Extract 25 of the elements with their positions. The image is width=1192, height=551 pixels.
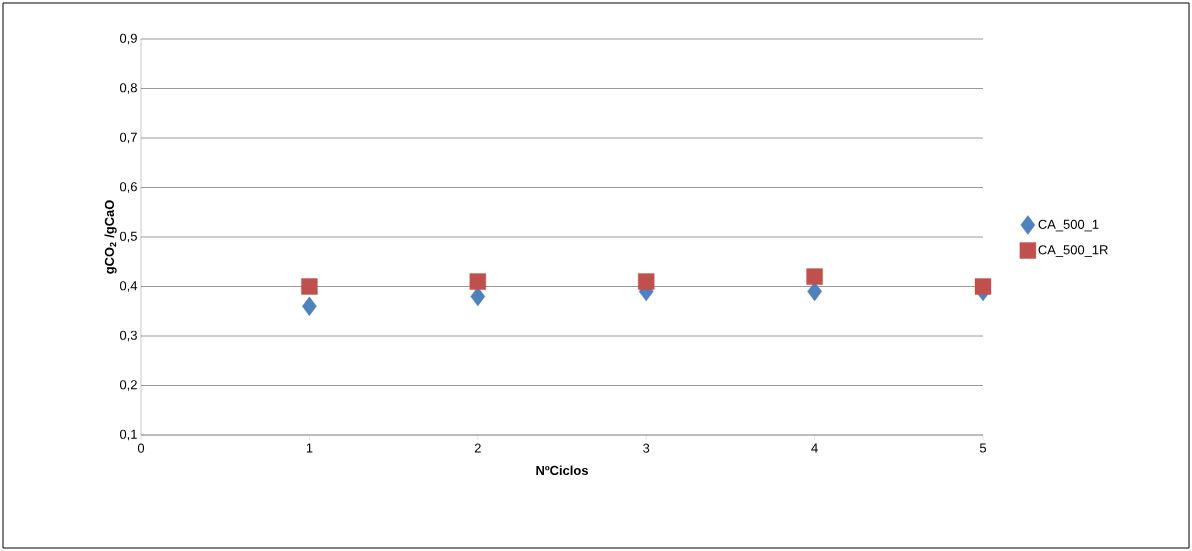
y-tick-label: 0,3 <box>119 330 137 342</box>
y-tick-label: 0,7 <box>119 132 137 144</box>
y-tick-label: 0,5 <box>119 231 137 243</box>
point <box>469 273 486 290</box>
y-tick-label: 0,4 <box>119 281 138 292</box>
legend-label: CA_500_1R <box>1038 245 1108 257</box>
point <box>302 296 317 316</box>
x-tick-label: 4 <box>811 443 818 453</box>
x-tick-label: 1 <box>306 443 313 453</box>
point <box>974 278 992 295</box>
x-tick-label: 0 <box>137 443 145 453</box>
x-tick-label: 5 <box>979 443 987 453</box>
x-axis-title: NºCiclos <box>536 465 588 476</box>
point <box>638 273 655 290</box>
y-tick-label: 0,1 <box>119 429 137 441</box>
y-tick-label: 0,8 <box>119 83 137 94</box>
y-tick-label: 0,6 <box>119 182 137 193</box>
legend-label: CA_500_1 <box>1038 219 1099 232</box>
point <box>301 278 318 295</box>
x-tick-label: 3 <box>643 443 650 453</box>
point <box>806 268 823 285</box>
y-tick-label: 0,9 <box>119 33 137 45</box>
x-tick-label: 2 <box>474 443 481 453</box>
y-axis-title: gCO$_{2}$ /gCaO <box>104 200 117 274</box>
y-tick-label: 0,2 <box>119 380 137 391</box>
